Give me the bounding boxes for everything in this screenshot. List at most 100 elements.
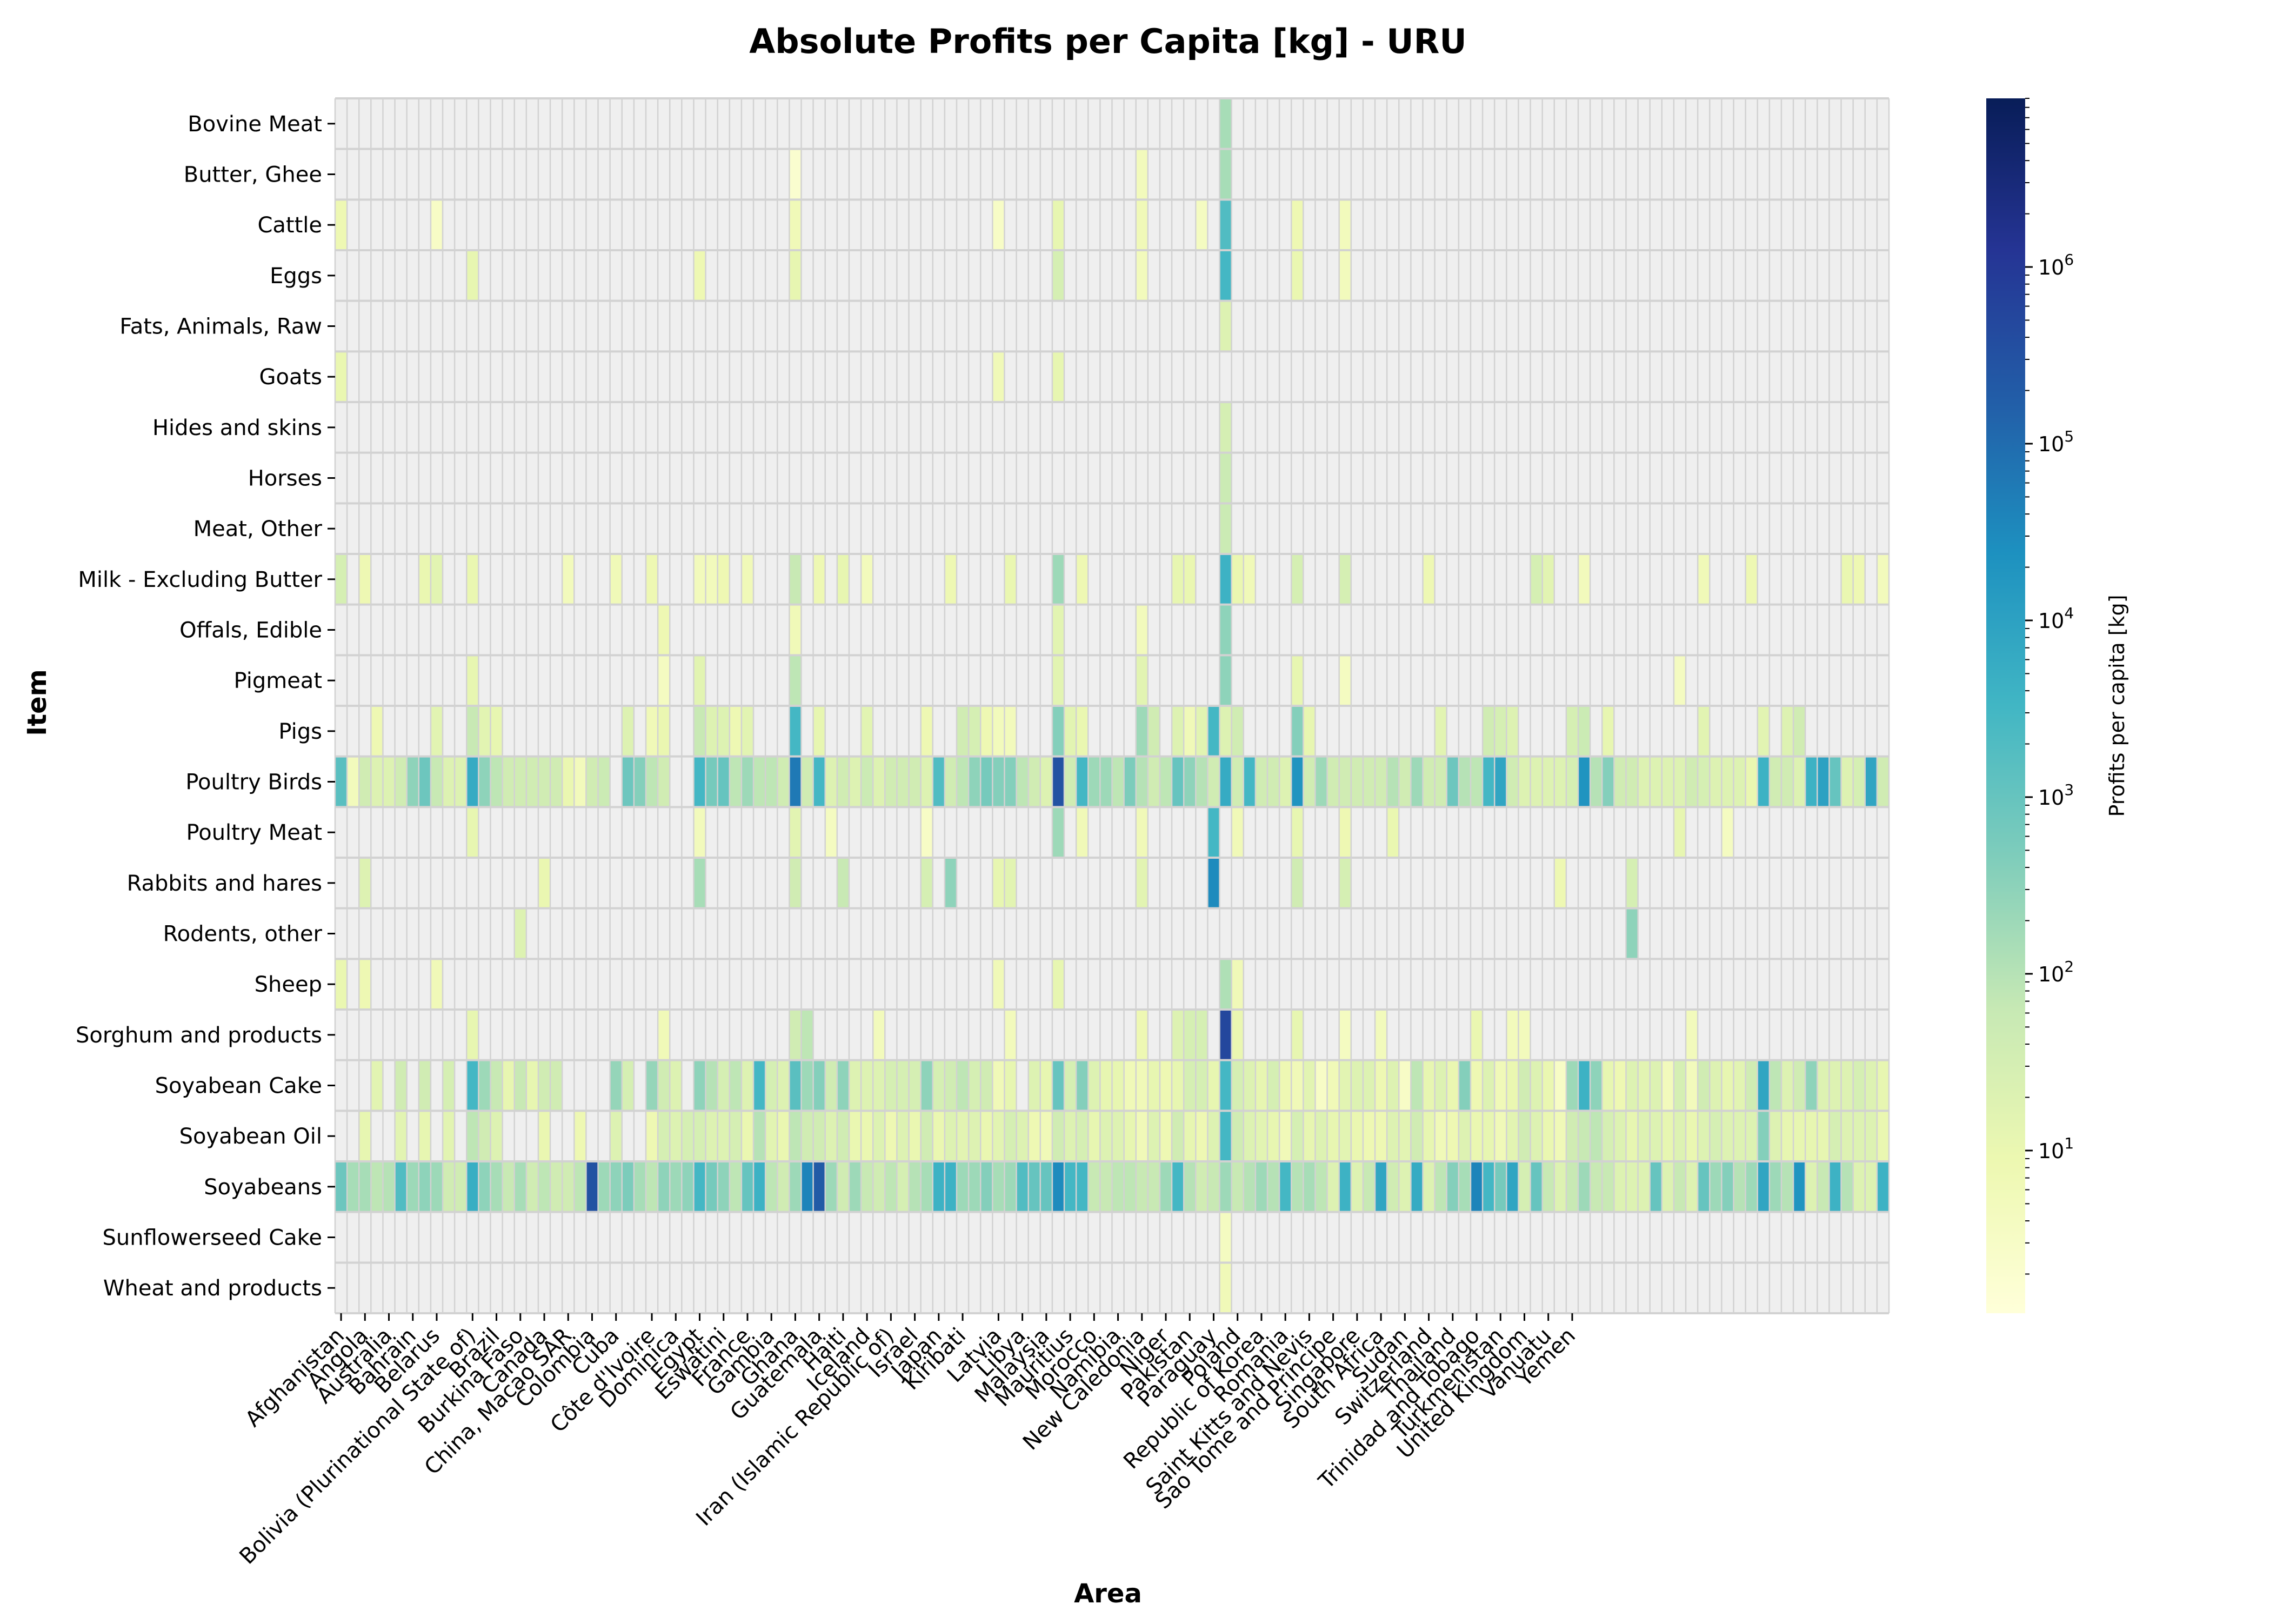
heatmap-cell <box>789 554 802 605</box>
heatmap-cell <box>885 1111 897 1161</box>
heatmap-cell <box>1196 756 1208 807</box>
heatmap-cell <box>957 1161 969 1212</box>
heatmap-cell <box>1710 1060 1722 1111</box>
heatmap-cell <box>658 1111 670 1161</box>
heatmap-cell <box>1434 1161 1447 1212</box>
heatmap-cell <box>490 756 503 807</box>
heatmap-cell <box>1423 1060 1435 1111</box>
heatmap-cell <box>1399 756 1411 807</box>
heatmap-cell <box>825 1111 837 1161</box>
heatmap-cell <box>1064 1111 1077 1161</box>
heatmap-cell <box>646 1161 658 1212</box>
heatmap-cell <box>1052 1111 1065 1161</box>
heatmap-cell <box>1076 756 1089 807</box>
heatmap-cell <box>550 756 563 807</box>
heatmap-cell <box>813 554 825 605</box>
heatmap-cell <box>1470 1010 1483 1060</box>
heatmap-cell <box>1769 1111 1781 1161</box>
heatmap-cell <box>1650 1060 1662 1111</box>
heatmap-cell <box>514 1060 526 1111</box>
heatmap-cell <box>1064 706 1077 757</box>
heatmap-cell <box>1243 756 1256 807</box>
heatmap-cell <box>753 756 766 807</box>
heatmap-cell <box>1650 1161 1662 1212</box>
heatmap-cell <box>992 1060 1005 1111</box>
heatmap-cell <box>1865 1111 1877 1161</box>
heatmap-cell <box>1339 807 1351 858</box>
heatmap-cell <box>1136 199 1148 250</box>
heatmap-cell <box>1817 756 1830 807</box>
heatmap-cell <box>1554 858 1566 908</box>
heatmap-cell <box>1853 756 1865 807</box>
heatmap-cell <box>526 1060 538 1111</box>
heatmap-cell <box>1530 1161 1543 1212</box>
heatmap-cell <box>693 250 706 301</box>
heatmap-cell <box>1590 1161 1603 1212</box>
heatmap-cell <box>622 1060 634 1111</box>
heatmap-cell <box>789 149 802 200</box>
heatmap-cell <box>359 1161 371 1212</box>
heatmap-cell <box>347 756 359 807</box>
y-tick-label: Soyabean Cake <box>155 1074 322 1099</box>
heatmap-cell <box>1554 1111 1566 1161</box>
heatmap-cell <box>335 1161 348 1212</box>
heatmap-cell <box>1578 1060 1591 1111</box>
heatmap-cell <box>1434 1060 1447 1111</box>
heatmap-cell <box>1100 1161 1112 1212</box>
heatmap-cell <box>693 807 706 858</box>
heatmap-cell <box>1650 756 1662 807</box>
heatmap-cell <box>335 959 348 1010</box>
heatmap-cell <box>1578 1161 1591 1212</box>
heatmap-cell <box>1172 756 1184 807</box>
heatmap-cell <box>1518 756 1531 807</box>
heatmap-cell <box>885 756 897 807</box>
heatmap-cell <box>1351 1111 1363 1161</box>
heatmap-cell <box>1219 402 1232 453</box>
heatmap-cell <box>1602 1161 1614 1212</box>
heatmap-cell <box>1781 756 1794 807</box>
heatmap-cell <box>693 1060 706 1111</box>
heatmap-cell <box>430 959 443 1010</box>
heatmap-cell <box>1542 554 1554 605</box>
heatmap-cell <box>1267 1161 1280 1212</box>
y-tick-label: Poultry Meat <box>186 820 322 845</box>
heatmap-cell <box>1231 1010 1244 1060</box>
heatmap-cell <box>1434 756 1447 807</box>
heatmap-cell <box>741 706 754 757</box>
heatmap-cell <box>861 756 873 807</box>
heatmap-cell <box>1673 756 1686 807</box>
heatmap-cell <box>526 1161 538 1212</box>
heatmap-cell <box>1207 1111 1220 1161</box>
heatmap-cell <box>1698 756 1710 807</box>
heatmap-cell <box>1626 756 1638 807</box>
heatmap-cell <box>466 807 479 858</box>
colorbar: 101 102 103 104 105 106 Profits per capita [k… <box>1986 98 2129 1313</box>
heatmap-cell <box>717 1111 730 1161</box>
heatmap-cell <box>1686 1111 1698 1161</box>
heatmap-cell <box>885 1161 897 1212</box>
heatmap-cell <box>992 199 1005 250</box>
heatmap-cell <box>1769 1161 1781 1212</box>
heatmap-cell <box>1052 959 1065 1010</box>
heatmap-cell <box>1518 1111 1531 1161</box>
heatmap-cell <box>1566 1111 1578 1161</box>
heatmap-cell <box>861 554 873 605</box>
heatmap-cell <box>1494 1060 1507 1111</box>
heatmap-cell <box>1136 1111 1148 1161</box>
heatmap-cell <box>765 756 778 807</box>
heatmap-cell <box>1339 1060 1351 1111</box>
heatmap-cell <box>1721 1060 1734 1111</box>
heatmap-cell <box>741 1060 754 1111</box>
heatmap-cell <box>1327 756 1339 807</box>
heatmap-cell <box>1088 1111 1100 1161</box>
heatmap-cell <box>1805 756 1818 807</box>
heatmap-cell <box>466 706 479 757</box>
heatmap-cell <box>932 1111 945 1161</box>
y-axis: Bovine Meat Butter, Ghee Cattle Eggs Fats, A… <box>76 112 335 1301</box>
heatmap-cell <box>969 1060 981 1111</box>
heatmap-cell <box>658 1060 670 1111</box>
heatmap-cell <box>861 1161 873 1212</box>
heatmap-cell <box>1841 554 1853 605</box>
heatmap-cell <box>490 1161 503 1212</box>
heatmap-cell <box>418 756 431 807</box>
